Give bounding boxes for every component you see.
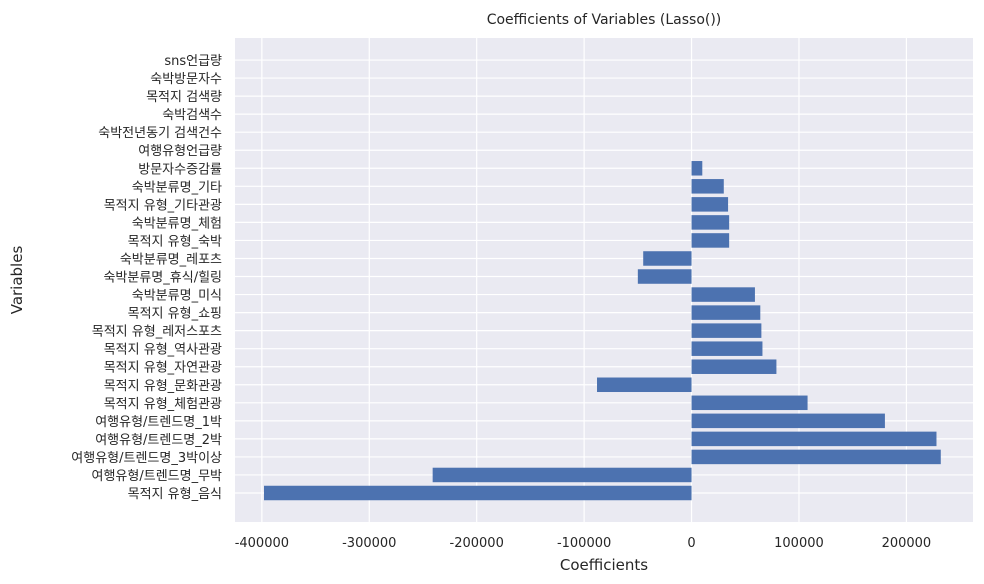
y-tick-label: 목적지 유형_역사관광 <box>104 343 222 358</box>
bar <box>637 269 692 284</box>
y-tick-label: sns언급량 <box>164 54 222 69</box>
x-tick-label: -200000 <box>450 536 504 551</box>
y-tick-label: 숙박분류명_기타 <box>132 180 222 195</box>
y-tick-label: 여행유형/트렌드명_무박 <box>92 468 223 484</box>
y-tick-label: 숙박분류명_체험 <box>132 216 222 231</box>
bar <box>597 377 692 393</box>
plot-background <box>235 38 973 522</box>
bar <box>691 323 762 338</box>
bar <box>691 305 761 320</box>
bar <box>691 287 755 302</box>
bar <box>691 215 730 230</box>
bar <box>432 467 692 483</box>
y-tick-label: 숙박분류명_레포츠 <box>120 252 222 267</box>
y-tick-label: 숙박검색수 <box>162 108 222 123</box>
y-tick-label: 목적지 유형_체험관광 <box>104 397 222 412</box>
y-tick-label: 목적지 유형_레저스포츠 <box>92 325 222 340</box>
y-tick-labels: 목적지 유형_음식 여행유형/트렌드명_무박 여행유형/트렌드명_3박이상 여행유형/… <box>71 54 222 502</box>
bar <box>691 413 885 429</box>
y-axis-label: Variables <box>8 246 26 315</box>
y-tick-label: 목적지 유형_쇼핑 <box>128 307 222 322</box>
y-tick-label: 목적지 유형_자연관광 <box>104 361 222 376</box>
x-tick-label: -100000 <box>557 536 611 551</box>
y-tick-label: 목적지 유형_숙박 <box>128 234 222 249</box>
bars-group <box>264 161 941 501</box>
y-tick-label: 여행유형/트렌드명_3박이상 <box>71 450 222 466</box>
bar <box>691 179 724 194</box>
y-tick-label: 목적지 유형_기타관광 <box>104 198 222 213</box>
x-tick-label: 0 <box>687 536 695 551</box>
bar <box>264 485 692 501</box>
bar <box>691 341 763 356</box>
bar <box>643 251 692 266</box>
bar <box>691 197 729 212</box>
bar <box>691 233 730 248</box>
y-tick-label: 목적지 유형_문화관광 <box>104 379 222 394</box>
y-tick-label: 여행유형언급량 <box>138 143 222 159</box>
x-tick-label: 200000 <box>882 536 932 551</box>
bar <box>691 431 937 447</box>
y-tick-label: 목적지 검색량 <box>146 90 222 105</box>
y-tick-label: 숙박전년동기 검색건수 <box>98 126 222 141</box>
x-tick-label: 100000 <box>774 536 824 551</box>
y-tick-label: 숙박분류명_휴식/힐링 <box>103 271 222 286</box>
y-tick-label: 여행유형/트렌드명_1박 <box>95 414 222 430</box>
bar <box>691 161 703 176</box>
x-tick-label: -300000 <box>342 536 396 551</box>
bar <box>691 449 941 465</box>
x-tick-labels: -400000 -300000 -200000 -100000 0 100000 20000… <box>235 536 932 551</box>
bar <box>691 395 808 411</box>
y-tick-label: 목적지 유형_음식 <box>128 487 222 502</box>
chart-title: Coefficients of Variables (Lasso()) <box>487 12 722 28</box>
y-tick-label: 방문자수증감률 <box>138 162 222 177</box>
y-tick-label: 숙박방문자수 <box>150 72 222 87</box>
y-tick-label: 숙박분류명_미식 <box>132 289 222 304</box>
y-tick-label: 여행유형/트렌드명_2박 <box>95 432 222 448</box>
bar <box>691 359 777 374</box>
x-tick-label: -400000 <box>235 536 289 551</box>
x-axis-label: Coefficients <box>560 556 648 574</box>
